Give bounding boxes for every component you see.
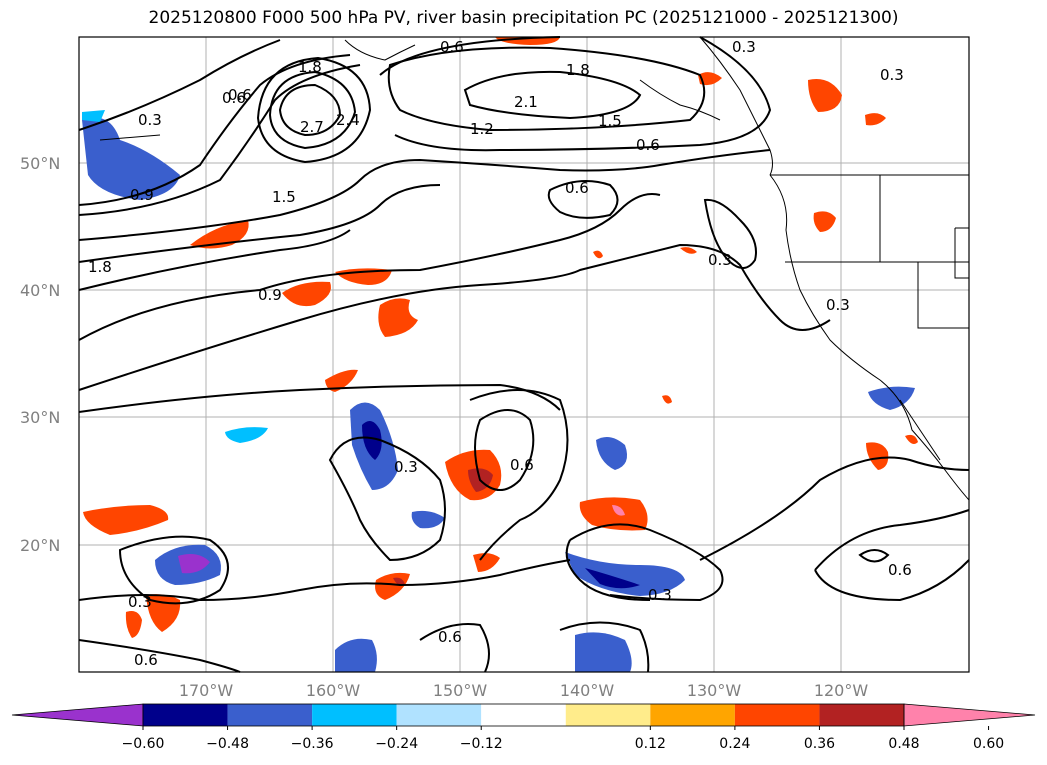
map-title: 2025120800 F000 500 hPa PV, river basin … bbox=[148, 8, 899, 28]
contour-label: 0.3 bbox=[880, 66, 904, 84]
contour-label: 1.8 bbox=[566, 61, 590, 79]
precip-positive-area bbox=[473, 553, 500, 572]
lon-label: 140°W bbox=[560, 681, 615, 700]
contour-label: 0.6 bbox=[134, 651, 158, 669]
contour-label: 0.6 bbox=[510, 456, 534, 474]
lon-label: 120°W bbox=[814, 681, 869, 700]
contour-label: 0.9 bbox=[130, 186, 154, 204]
precip-positive-area bbox=[593, 250, 603, 259]
contour-label: 2.4 bbox=[336, 111, 360, 129]
colorbar-tick-label: 0.60 bbox=[973, 736, 1004, 752]
precip-negative-area bbox=[585, 568, 640, 589]
precip-positive-area bbox=[282, 281, 331, 307]
contour-label: 1.5 bbox=[598, 112, 622, 130]
lon-label: 160°W bbox=[306, 681, 361, 700]
precip-negative-area bbox=[575, 632, 632, 672]
colorbar-extend-low bbox=[11, 703, 144, 727]
lat-label: 30°N bbox=[20, 408, 60, 427]
contour-label: 1.8 bbox=[88, 258, 112, 276]
colorbar-tick-label: −0.24 bbox=[375, 736, 418, 752]
contour-label: 0.6 bbox=[440, 38, 464, 56]
colorbar-tick-label: 0.48 bbox=[888, 736, 919, 752]
precip-negative-area bbox=[335, 638, 377, 672]
precip-positive-area bbox=[813, 211, 836, 232]
precip-positive-area bbox=[83, 505, 169, 535]
contour-label: 0.3 bbox=[648, 586, 672, 604]
colorbar-outline bbox=[142, 703, 905, 727]
contour-label: 1.2 bbox=[470, 120, 494, 138]
lon-label: 130°W bbox=[687, 681, 742, 700]
contour-label: 0.3 bbox=[732, 38, 756, 56]
contour-labels: 0.3 0.6 1.8 0.6 0.3 0.3 1.8 2.1 1.5 1.2 … bbox=[88, 38, 912, 669]
latitude-labels: 50°N 40°N 30°N 20°N bbox=[20, 154, 60, 555]
contour-label: 2.1 bbox=[514, 93, 538, 111]
contour-label: 0.6 bbox=[438, 628, 462, 646]
colorbar-tick-label: 0.24 bbox=[719, 736, 750, 752]
colorbar-segment bbox=[227, 704, 313, 726]
coastlines bbox=[99, 36, 970, 501]
precip-negative-area bbox=[82, 110, 105, 122]
colorbar: −0.60 −0.48 −0.36 −0.24 −0.12 0.12 0.24 0.36 0.4… bbox=[11, 703, 1036, 752]
contour-label: 0.6 bbox=[636, 136, 660, 154]
precip-positive-area bbox=[808, 79, 842, 112]
lat-label: 50°N bbox=[20, 154, 60, 173]
contour-label: 0.9 bbox=[258, 286, 282, 304]
contour-label: 0.6 bbox=[222, 89, 246, 107]
precip-positive-area bbox=[125, 611, 142, 638]
colorbar-tick-label: −0.60 bbox=[122, 736, 165, 752]
contour-label: 0.6 bbox=[228, 86, 252, 104]
contour-label: 1.8 bbox=[298, 58, 322, 76]
colorbar-segment bbox=[143, 704, 228, 726]
colorbar-tick-label: −0.36 bbox=[291, 736, 334, 752]
contour-label: 0.3 bbox=[138, 111, 162, 129]
colorbar-extend-high bbox=[903, 703, 1036, 727]
colorbar-tick-label: −0.48 bbox=[206, 736, 249, 752]
contour-label: 1.5 bbox=[272, 188, 296, 206]
precip-positive-area bbox=[905, 434, 918, 444]
precip-positive-area bbox=[579, 497, 648, 531]
lat-label: 40°N bbox=[20, 281, 60, 300]
longitude-labels: 170°W 160°W 150°W 140°W 130°W 120°W bbox=[179, 681, 869, 700]
precip-negative-area bbox=[225, 427, 268, 443]
colorbar-segment bbox=[819, 704, 904, 726]
colorbar-tick-label: −0.12 bbox=[460, 736, 503, 752]
colorbar-segment bbox=[734, 704, 820, 726]
precip-positive-area bbox=[698, 72, 722, 86]
colorbar-segment bbox=[396, 704, 482, 726]
contour-label: 0.6 bbox=[888, 561, 912, 579]
map-border bbox=[78, 36, 970, 673]
lon-label: 170°W bbox=[179, 681, 234, 700]
precip-negative-area bbox=[362, 421, 382, 460]
lat-label: 20°N bbox=[20, 536, 60, 555]
colorbar-segment bbox=[312, 704, 397, 726]
colorbar-segment bbox=[650, 704, 735, 726]
contour-label: 0.3 bbox=[708, 251, 732, 269]
precip-positive-area bbox=[865, 113, 886, 126]
precip-positive-area bbox=[325, 369, 358, 392]
lon-label: 150°W bbox=[433, 681, 488, 700]
precip-shading bbox=[82, 37, 918, 672]
precip-negative-area bbox=[411, 510, 445, 529]
contour-label: 0.6 bbox=[565, 179, 589, 197]
precip-negative-area bbox=[596, 436, 628, 470]
precip-negative-area bbox=[565, 552, 685, 596]
colorbar-tick-label: 0.12 bbox=[635, 736, 666, 752]
colorbar-tick-label: 0.36 bbox=[804, 736, 835, 752]
precip-positive-area bbox=[662, 395, 672, 404]
contour-label: 2.7 bbox=[300, 118, 324, 136]
contour-label: 0.3 bbox=[826, 296, 850, 314]
pv-contours bbox=[78, 36, 970, 673]
precip-positive-area bbox=[612, 505, 625, 516]
colorbar-segment bbox=[565, 704, 651, 726]
precip-negative-area bbox=[178, 554, 210, 574]
contour-label: 0.3 bbox=[128, 593, 152, 611]
precip-positive-area bbox=[866, 442, 889, 470]
precip-positive-area bbox=[378, 298, 418, 337]
precip-positive-area bbox=[393, 577, 405, 586]
contour-label: 0.3 bbox=[394, 458, 418, 476]
precip-positive-area bbox=[680, 247, 697, 254]
colorbar-segment bbox=[481, 704, 566, 726]
precip-negative-area bbox=[82, 117, 180, 200]
